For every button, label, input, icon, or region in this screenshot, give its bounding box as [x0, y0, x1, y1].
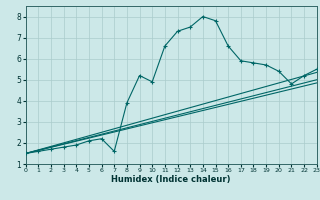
- X-axis label: Humidex (Indice chaleur): Humidex (Indice chaleur): [111, 175, 231, 184]
